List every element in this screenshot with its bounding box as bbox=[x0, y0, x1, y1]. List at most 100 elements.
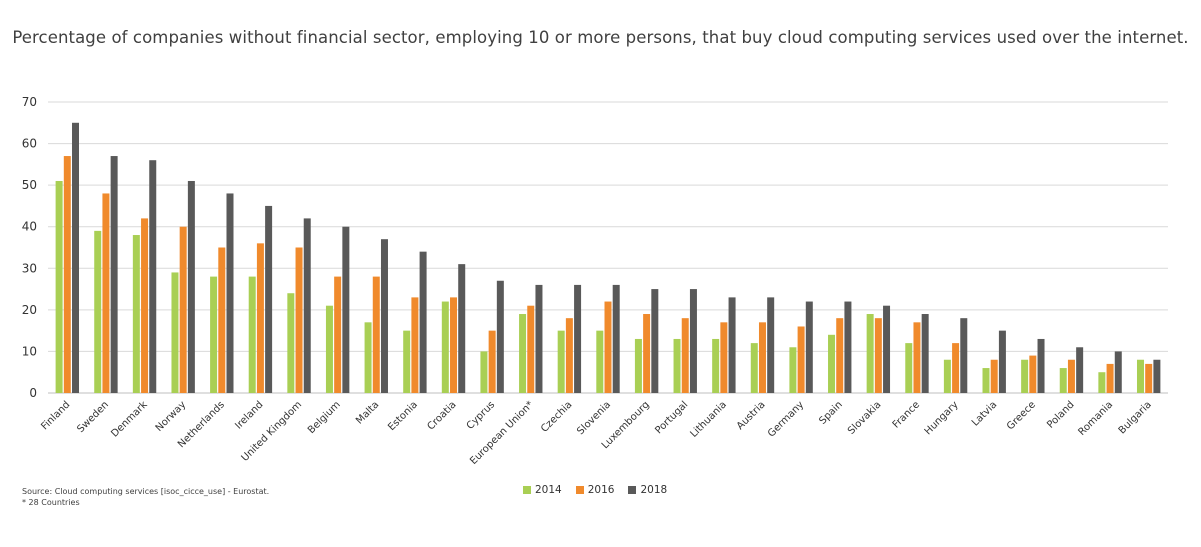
bar-2018 bbox=[574, 284, 582, 393]
legend-label-2018: 2018 bbox=[640, 484, 668, 496]
footnote-text: * 28 Countries bbox=[22, 498, 80, 507]
bar-2018 bbox=[72, 122, 80, 394]
y-tick-label: 50 bbox=[22, 178, 37, 192]
x-category-label: Denmark bbox=[109, 399, 149, 439]
source-note: Source: Cloud computing services [isoc_c… bbox=[22, 486, 269, 508]
legend-swatch-2014 bbox=[523, 486, 531, 494]
bar-2016 bbox=[874, 318, 882, 393]
bar-2016 bbox=[836, 318, 844, 393]
bar-2018 bbox=[110, 156, 118, 393]
bar-2018 bbox=[960, 318, 968, 393]
bar-2016 bbox=[141, 218, 149, 393]
bar-2018 bbox=[458, 264, 466, 393]
bar-2016 bbox=[952, 343, 960, 393]
bar-2016 bbox=[411, 297, 419, 393]
legend-item-2018: 2018 bbox=[628, 484, 667, 496]
bar-2016 bbox=[1145, 363, 1153, 393]
bar-2018 bbox=[149, 160, 157, 393]
bar-2014 bbox=[325, 305, 333, 393]
y-tick-label: 60 bbox=[22, 137, 37, 151]
bar-2018 bbox=[265, 205, 273, 393]
bar-2018 bbox=[303, 218, 311, 393]
bar-2016 bbox=[488, 330, 496, 393]
x-category-label: Estonia bbox=[386, 399, 420, 433]
bar-2014 bbox=[1059, 368, 1067, 393]
bar-2014 bbox=[828, 334, 836, 393]
legend-swatch-2018 bbox=[628, 486, 637, 494]
bar-2014 bbox=[673, 338, 681, 393]
bar-2016 bbox=[1067, 359, 1075, 393]
x-category-label: France bbox=[891, 399, 922, 430]
y-tick-label: 70 bbox=[22, 95, 37, 109]
x-category-label: Cyprus bbox=[465, 399, 497, 431]
bar-2016 bbox=[1029, 355, 1037, 393]
x-category-label: Malta bbox=[354, 399, 381, 426]
y-axis-ticks: 0 10 20 30 40 50 60 70 bbox=[22, 95, 37, 400]
bar-2016 bbox=[295, 247, 303, 393]
bar-2016 bbox=[643, 314, 651, 393]
legend-label-2014: 2014 bbox=[535, 484, 562, 496]
y-tick-label: 10 bbox=[22, 344, 37, 358]
bar-2016 bbox=[179, 226, 187, 393]
bar-2016 bbox=[913, 322, 921, 393]
bar-2014 bbox=[596, 330, 604, 393]
bar-2018 bbox=[689, 289, 697, 393]
x-category-label: Norway bbox=[154, 399, 189, 434]
bar-2018 bbox=[883, 305, 891, 393]
bar-2014 bbox=[480, 351, 488, 393]
bar-2014 bbox=[712, 338, 720, 393]
bar-2018 bbox=[767, 297, 775, 393]
x-category-label: Bulgaria bbox=[1117, 399, 1154, 436]
x-category-label: Hungary bbox=[923, 399, 961, 437]
chart-title: Percentage of companies without financia… bbox=[12, 28, 1189, 47]
bar-2018 bbox=[612, 284, 620, 393]
bar-2018 bbox=[1114, 351, 1122, 393]
bar-2016 bbox=[527, 305, 535, 393]
bar-2014 bbox=[634, 338, 642, 393]
bar-2014 bbox=[1098, 372, 1106, 393]
bar-2016 bbox=[450, 297, 458, 393]
bar-2016 bbox=[63, 156, 71, 393]
bar-2018 bbox=[651, 289, 659, 393]
y-tick-label: 30 bbox=[22, 261, 37, 275]
bar-2018 bbox=[187, 180, 195, 393]
legend-swatch-2016 bbox=[575, 486, 584, 494]
legend: 2014 2016 2018 bbox=[523, 484, 667, 496]
bar-2014 bbox=[519, 314, 527, 393]
bar-2018 bbox=[419, 251, 427, 393]
bar-2014 bbox=[557, 330, 565, 393]
bar-2014 bbox=[905, 343, 913, 393]
bar-2018 bbox=[342, 226, 350, 393]
bar-2014 bbox=[171, 272, 179, 393]
x-category-label: Czechia bbox=[539, 399, 574, 434]
legend-label-2016: 2016 bbox=[587, 484, 615, 496]
bar-2018 bbox=[1076, 347, 1084, 393]
bar-2014 bbox=[943, 359, 951, 393]
bar-2014 bbox=[94, 230, 102, 393]
bar-2018 bbox=[921, 314, 929, 393]
x-category-label: Germany bbox=[766, 399, 806, 439]
bar-2014 bbox=[132, 235, 140, 393]
x-category-label: Finland bbox=[39, 399, 72, 432]
bar-2014 bbox=[982, 368, 990, 393]
bar-2014 bbox=[441, 301, 449, 393]
source-text: Source: Cloud computing services [isoc_c… bbox=[22, 487, 270, 496]
x-category-label: Croatia bbox=[425, 399, 458, 432]
bar-2016 bbox=[565, 318, 573, 393]
bar-2014 bbox=[1021, 359, 1029, 393]
bar-2018 bbox=[728, 297, 736, 393]
x-category-label: Spain bbox=[817, 399, 845, 427]
x-category-label: Slovenia bbox=[575, 399, 613, 437]
bar-2014 bbox=[403, 330, 411, 393]
bar-2016 bbox=[372, 276, 380, 393]
bar-2016 bbox=[604, 301, 612, 393]
bar-2018 bbox=[535, 284, 543, 393]
bar-2014 bbox=[789, 347, 797, 393]
bar-2016 bbox=[797, 326, 805, 393]
bar-2018 bbox=[380, 239, 388, 393]
bar-2014 bbox=[287, 293, 295, 393]
x-category-label: Portugal bbox=[653, 399, 690, 436]
legend-item-2014: 2014 bbox=[523, 484, 562, 496]
y-tick-label: 20 bbox=[22, 303, 37, 317]
bar-2014 bbox=[866, 314, 874, 393]
